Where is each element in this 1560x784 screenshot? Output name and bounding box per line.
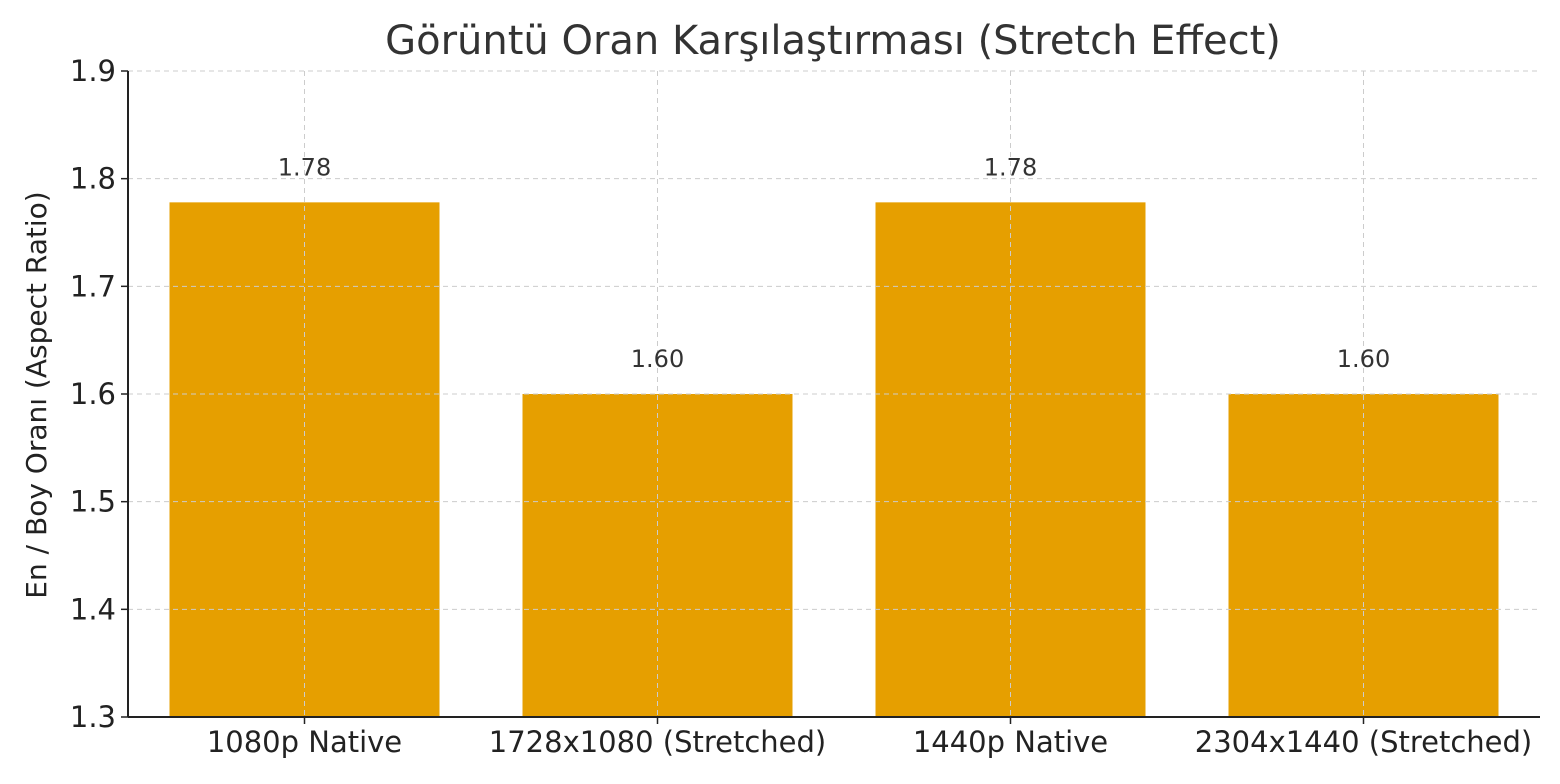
x-tick-label: 1728x1080 (Stretched)	[489, 725, 826, 759]
data-label: 1.78	[278, 153, 331, 181]
bars	[169, 202, 1499, 717]
y-tick-label: 1.4	[70, 592, 116, 626]
bar	[522, 394, 793, 717]
y-tick-label: 1.6	[70, 377, 116, 411]
y-tick-label: 1.8	[70, 162, 116, 196]
data-label: 1.60	[631, 345, 684, 373]
data-label: 1.78	[984, 153, 1037, 181]
y-tick-label: 1.5	[70, 485, 116, 519]
x-tick-label: 2304x1440 (Stretched)	[1195, 725, 1532, 759]
x-tick-label: 1080p Native	[207, 725, 402, 759]
x-tick-label: 1440p Native	[913, 725, 1108, 759]
chart-title: Görüntü Oran Karşılaştırması (Stretch Ef…	[385, 18, 1281, 64]
y-tick-label: 1.7	[70, 269, 116, 303]
y-tick-label: 1.9	[70, 54, 116, 88]
y-axis-label: En / Boy Oranı (Aspect Ratio)	[20, 191, 53, 598]
axes: 1.3 1.4 1.5 1.6 1.7 1.8 1.9 1080p Native 1728x10…	[70, 54, 1540, 759]
data-label: 1.60	[1337, 345, 1390, 373]
y-tick-label: 1.3	[70, 700, 116, 734]
data-labels: 1.78 1.60 1.78 1.60	[278, 153, 1390, 373]
bar	[1228, 394, 1499, 717]
